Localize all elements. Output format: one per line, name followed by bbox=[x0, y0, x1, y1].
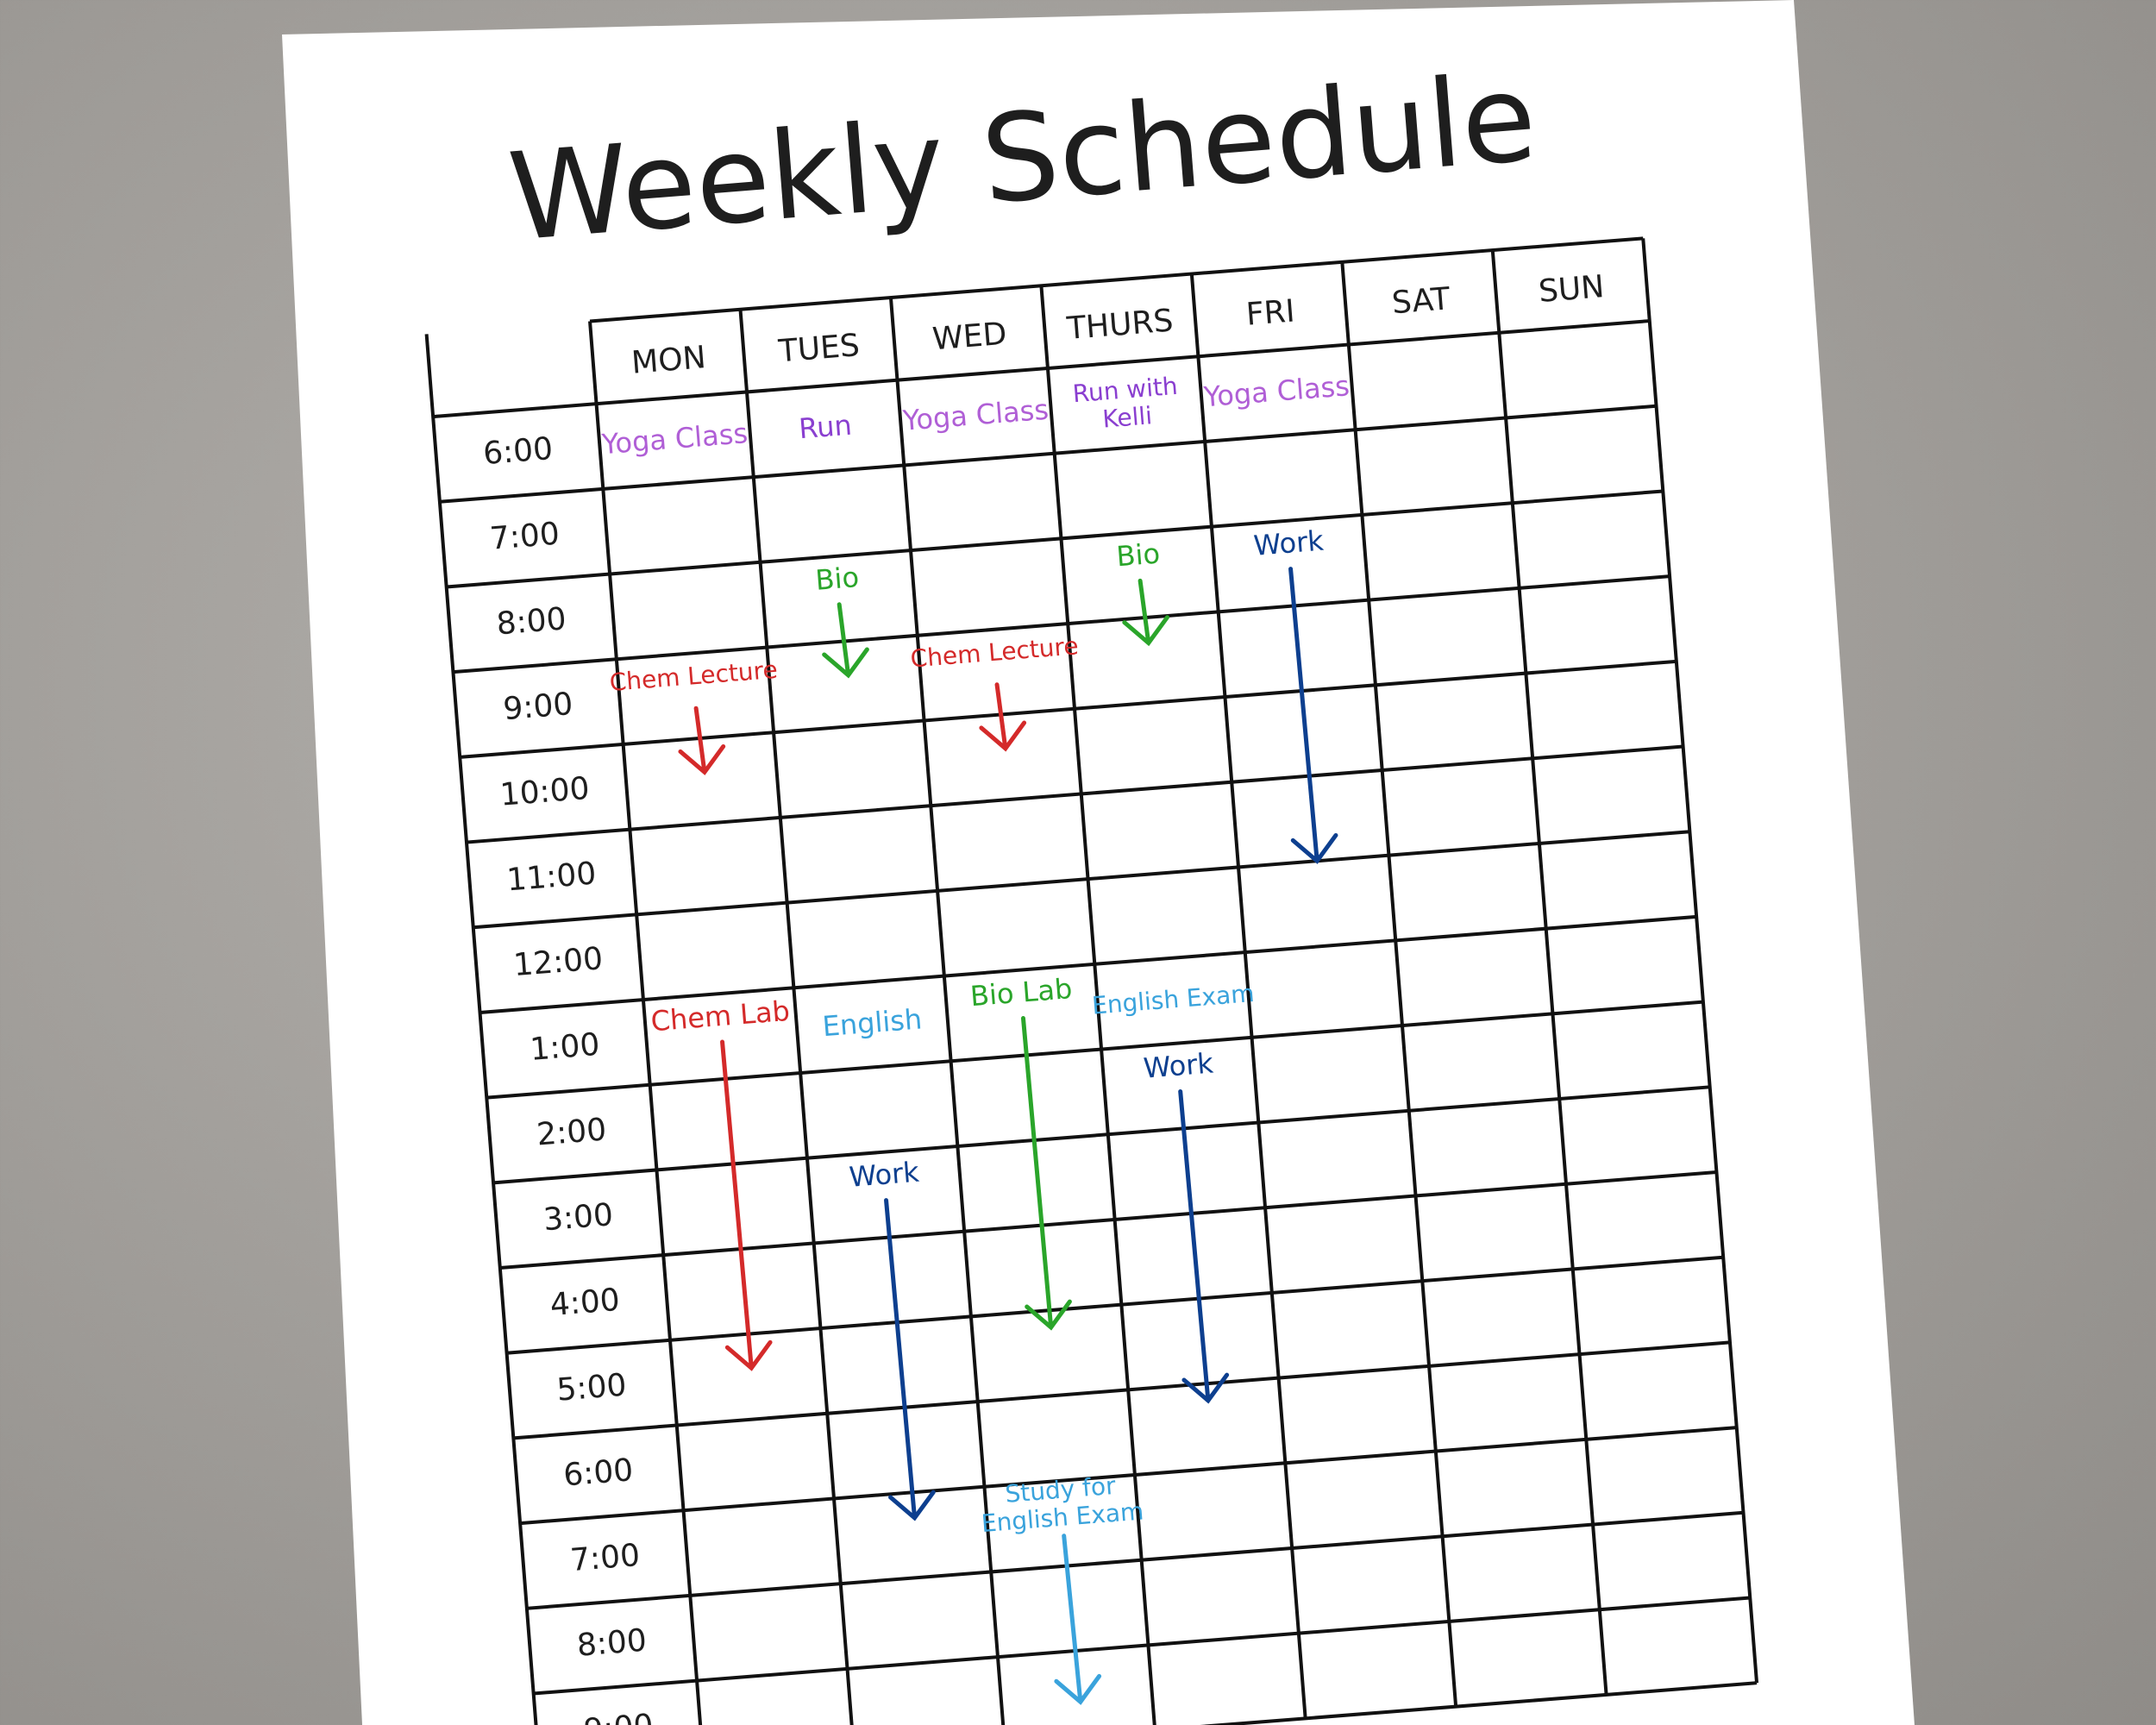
day-header: SUN bbox=[1538, 269, 1606, 310]
arrow bbox=[1288, 567, 1338, 864]
time-label: 10:00 bbox=[498, 771, 591, 813]
grid-line bbox=[439, 404, 1657, 504]
arrow bbox=[884, 1198, 936, 1521]
time-label: 4:00 bbox=[548, 1283, 621, 1323]
day-header: MON bbox=[630, 340, 707, 381]
arrow bbox=[1178, 1089, 1230, 1404]
grid-line bbox=[513, 1340, 1731, 1440]
grid-line bbox=[1039, 285, 1157, 1725]
time-label: 7:00 bbox=[488, 517, 561, 557]
grid-line bbox=[588, 321, 705, 1725]
grid-line bbox=[738, 309, 856, 1725]
grid-line bbox=[486, 1000, 1704, 1100]
grid-line bbox=[446, 489, 1664, 589]
day-header: FRI bbox=[1245, 293, 1296, 332]
time-label: 2:00 bbox=[536, 1112, 608, 1152]
grid-line bbox=[506, 1255, 1724, 1355]
grid-line bbox=[479, 914, 1697, 1014]
event-label: English bbox=[821, 1002, 923, 1043]
grid-line bbox=[1340, 261, 1458, 1707]
grid-line bbox=[540, 1681, 1758, 1725]
event-label: Bio bbox=[1115, 537, 1161, 574]
time-label: 9:00 bbox=[582, 1708, 655, 1725]
time-label: 1:00 bbox=[529, 1027, 601, 1068]
grid-line bbox=[473, 830, 1690, 930]
time-label: 8:00 bbox=[495, 601, 567, 642]
time-label: 9:00 bbox=[502, 687, 574, 727]
event-label: Bio bbox=[814, 561, 860, 597]
arrow bbox=[822, 602, 869, 679]
day-header: SAT bbox=[1390, 281, 1451, 321]
event-label: Work bbox=[1252, 524, 1325, 562]
grid-line bbox=[888, 297, 1006, 1725]
arrow bbox=[1020, 1016, 1072, 1331]
time-label: 7:00 bbox=[569, 1538, 642, 1578]
arrow bbox=[678, 706, 726, 775]
grid-line bbox=[1490, 249, 1608, 1696]
grid-line bbox=[519, 1426, 1737, 1526]
grid-line bbox=[453, 574, 1670, 674]
event-label: Work bbox=[1142, 1046, 1214, 1084]
arrow bbox=[720, 1039, 773, 1371]
event-label: Run bbox=[798, 409, 853, 446]
grid-line bbox=[526, 1510, 1744, 1610]
time-label: 12:00 bbox=[512, 941, 605, 983]
grid-line bbox=[1189, 273, 1307, 1719]
day-header: THURS bbox=[1065, 303, 1175, 347]
day-header: TUES bbox=[776, 328, 861, 369]
grid-line bbox=[460, 659, 1677, 759]
time-label: 6:00 bbox=[482, 431, 555, 472]
grid-line bbox=[492, 1085, 1710, 1185]
grid-line bbox=[589, 236, 1644, 323]
arrow bbox=[1054, 1534, 1102, 1705]
time-label: 3:00 bbox=[542, 1197, 615, 1238]
time-label: 11:00 bbox=[505, 856, 598, 898]
grid-line bbox=[499, 1170, 1717, 1270]
event-label: Work bbox=[848, 1156, 920, 1194]
time-label: 8:00 bbox=[575, 1623, 648, 1664]
arrow bbox=[1122, 578, 1170, 647]
time-label: 6:00 bbox=[562, 1452, 635, 1493]
grid-line bbox=[424, 334, 542, 1725]
grid-line bbox=[466, 744, 1683, 844]
grid-line bbox=[432, 319, 1650, 419]
event-label: Bio Lab bbox=[969, 972, 1074, 1013]
arrow bbox=[979, 682, 1027, 752]
day-header: WED bbox=[931, 317, 1008, 358]
time-label: 5:00 bbox=[555, 1368, 628, 1408]
grid-line bbox=[533, 1596, 1751, 1696]
grid-line bbox=[1641, 238, 1759, 1684]
